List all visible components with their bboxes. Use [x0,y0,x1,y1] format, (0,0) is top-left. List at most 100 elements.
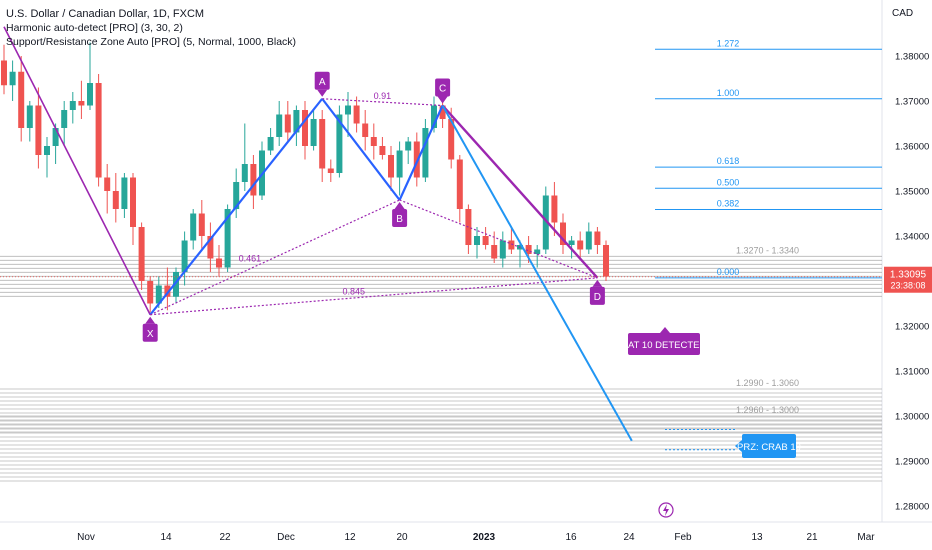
event-icon-bolt [663,504,669,516]
price-tick-label: 1.38000 [895,52,929,63]
time-tick-label: Dec [277,532,295,543]
last-price-tag [884,266,932,293]
candle [190,209,197,250]
point-badge [142,323,158,342]
point-pointer [592,279,603,287]
sr-zone-label: 1.2990 - 1.3060 [736,378,799,388]
candle-body [577,240,584,250]
candle-body [431,105,437,128]
pattern-point-d: D [589,279,605,305]
candle [422,119,429,182]
point-label: C [439,84,446,95]
projection-line [441,105,633,442]
price-tick-label: 1.31000 [895,367,929,378]
symbol-title[interactable]: U.S. Dollar / Canadian Dollar, 1D, FXCM [6,8,205,20]
candle-body [1,60,7,86]
candle [78,80,85,119]
candle-body [482,236,489,245]
candle-body [585,231,592,250]
indicator-sr-zone[interactable]: Support/Resistance Zone Auto [PRO] (5, N… [6,36,297,48]
candle [69,92,76,124]
time-tick-label: 20 [396,532,408,543]
candle [216,245,222,277]
candle-body [164,285,171,297]
pattern-badge-box [628,333,700,355]
candle-body [422,128,429,178]
candle-body [568,240,575,245]
candle-body [95,83,102,178]
candle-body [439,105,446,119]
candle-body [413,141,420,178]
currency-label: CAD [892,8,913,19]
bar-countdown: 23:38:08 [890,281,925,291]
price-tick-label: 1.36000 [895,142,929,153]
candle-body [560,222,566,245]
price-tick-label: 1.34000 [895,232,929,243]
time-tick-label: 21 [806,532,818,543]
candle-body [276,114,283,137]
price-tick-label: 1.29000 [895,457,929,468]
time-tick-label: 16 [565,532,577,543]
candle-body [44,146,50,155]
candle [250,155,257,209]
point-label: D [594,292,601,303]
point-label: B [396,214,403,225]
candle-body [26,105,33,128]
candle [456,155,463,223]
event-lightning-icon [658,502,674,518]
candle [577,231,584,259]
candle-body [534,249,541,254]
price-tick-label: 1.28000 [895,502,929,513]
candle-body [241,164,248,182]
candle-body [87,83,93,106]
candle-body [345,105,351,115]
leg-bc [398,105,444,201]
candle [293,105,300,146]
candle [52,123,59,164]
ratio-label-ac: 0.91 [374,91,392,101]
candle-body [302,110,308,146]
chart-legend: U.S. Dollar / Canadian Dollar, 1D, FXCM … [6,7,296,49]
pattern-point-c: C [435,78,451,104]
candle-body [405,141,412,151]
candle-body [233,182,240,209]
candle-body [551,195,558,223]
indicator-harmonic[interactable]: Harmonic auto-detect [PRO] (3, 30, 2) [6,22,183,34]
point-badge [589,286,605,305]
candle [112,173,119,223]
pattern-point-b: B [392,202,408,227]
candle [362,110,369,151]
candle-body [173,272,179,297]
candle [413,132,420,187]
sr-zone: 1.2960 - 1.3000 [0,405,882,433]
candle [568,236,575,259]
candle [585,222,592,254]
pattern-detected-badge: BAT 10 DETECTED [622,327,706,355]
pattern-point-x: X [142,316,158,342]
candle [353,96,360,133]
point-badge [435,78,451,97]
candle-body [78,101,85,106]
candle [233,168,240,218]
candle [138,222,145,290]
fib-level-label: 1.000 [717,88,740,98]
prz-badge-label: PRZ: CRAB 10 [737,442,801,453]
candle [147,276,154,313]
candle-body [224,209,231,268]
candle-body [491,245,498,259]
candle [241,123,248,191]
candle-body [525,245,532,254]
candle [44,137,50,178]
candle [87,42,93,110]
candle [207,222,214,272]
candle-body [181,240,188,272]
time-tick-label: 24 [623,532,635,543]
leg-cd [441,104,599,279]
candle [284,101,291,142]
prz-badge-box [742,434,796,458]
candle-body [138,227,145,281]
candle [26,101,33,142]
sr-zone-label: 1.3270 - 1.3340 [736,245,799,255]
candle-body [207,236,214,259]
